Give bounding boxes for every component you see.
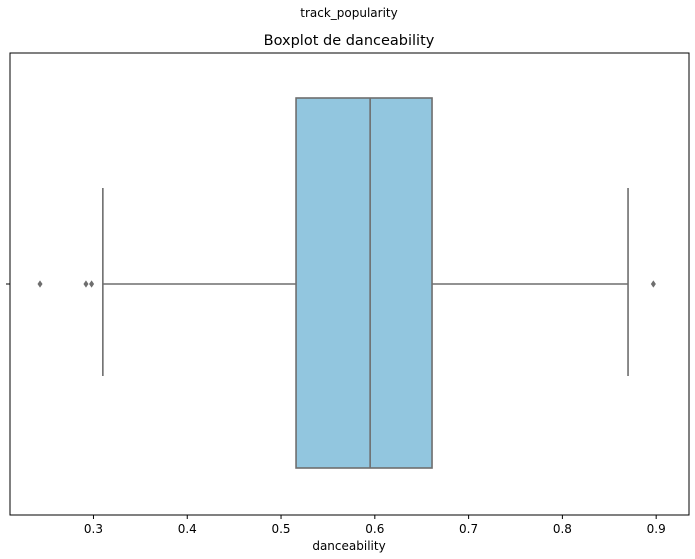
x-tick-label: 0.6 [365,522,384,536]
x-tick-label: 0.9 [647,522,666,536]
outlier-point-4 [650,280,656,288]
x-tick-label: 0.3 [84,522,103,536]
figure-suptitle: track_popularity [300,6,397,20]
x-tick-label: 0.7 [459,522,478,536]
x-tick-label: 0.5 [271,522,290,536]
outlier-point-2 [83,280,89,288]
plot-area [37,97,656,469]
x-tick-label: 0.4 [178,522,197,536]
whiskers [102,188,629,376]
outlier-point-1 [37,280,43,288]
x-axis-label: danceability [312,539,385,553]
chart-title: Boxplot de danceability [264,33,435,49]
outlier-point-3 [89,280,95,288]
interquartile-box [295,97,433,469]
x-axis-ticks: 0.3 0.4 0.5 0.6 0.7 0.8 0.9 [84,515,666,536]
x-tick-label: 0.8 [553,522,572,536]
outliers [37,280,656,288]
